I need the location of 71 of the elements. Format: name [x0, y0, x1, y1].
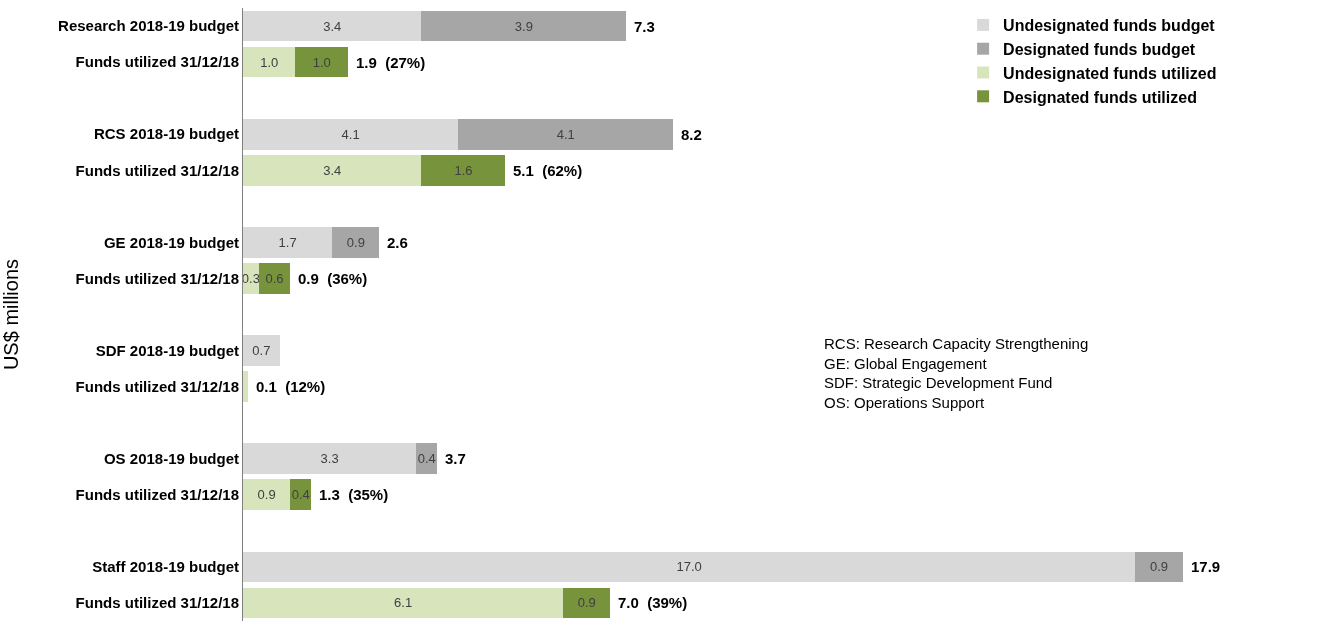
total-label: 17.9 [1191, 558, 1221, 575]
data-label: 0.9 [577, 595, 596, 611]
data-label: 1.0 [312, 54, 331, 70]
bar [243, 443, 417, 475]
data-label: 4.1 [556, 126, 575, 142]
legend-label: Undesignated funds utilized [1003, 64, 1217, 82]
data-label: 3.9 [514, 18, 533, 34]
data-label: 0.6 [265, 270, 284, 286]
bar [295, 46, 348, 78]
bar [243, 371, 249, 402]
data-label: 0.7 [252, 343, 271, 359]
data-label: 3.4 [323, 18, 342, 34]
data-label: 17.0 [676, 559, 702, 575]
bar [243, 118, 459, 150]
y-tick-label: Funds utilized 31/12/18 [75, 377, 239, 395]
data-label: 3.3 [320, 451, 339, 467]
bar [243, 154, 422, 186]
total-label: 0.1 (12%) [256, 378, 326, 395]
y-tick-label: Funds utilized 31/12/18 [75, 594, 239, 612]
data-label: 1.6 [454, 162, 473, 178]
data-label: 6.1 [394, 595, 413, 611]
bar [243, 46, 296, 78]
y-tick-label: Funds utilized 31/12/18 [75, 53, 239, 71]
total-label: 7.0 (39%) [618, 594, 688, 611]
annotation: OS: Operations Support [824, 393, 985, 411]
total-label: 5.1 (62%) [513, 162, 583, 179]
data-label: 4.1 [341, 126, 360, 142]
data-label: 0.4 [417, 451, 436, 467]
bar [243, 227, 333, 258]
y-tick-label: Staff 2018-19 budget [92, 558, 239, 576]
bar [243, 587, 564, 619]
bar [421, 10, 627, 42]
annotation: SDF: Strategic Development Fund [824, 374, 1053, 391]
data-label: 1.7 [278, 234, 297, 250]
total-label: 1.9 (27%) [356, 54, 426, 71]
y-tick-label: SDF 2018-19 budget [95, 341, 239, 359]
y-tick-label: Funds utilized 31/12/18 [75, 486, 239, 504]
data-label: 3.4 [323, 162, 342, 178]
data-label: 0.9 [1149, 559, 1168, 575]
y-tick-label: GE 2018-19 budget [103, 233, 239, 251]
bar [243, 335, 280, 366]
bar [563, 587, 611, 619]
total-label: 7.3 [634, 18, 655, 35]
legend-label: Designated funds utilized [1003, 88, 1197, 106]
total-label: 1.3 (35%) [319, 486, 389, 503]
total-label: 0.9 (36%) [298, 270, 368, 287]
legend-label: Undesignated funds budget [1003, 17, 1216, 35]
y-tick-label: OS 2018-19 budget [103, 449, 239, 467]
data-label: 1.0 [260, 54, 279, 70]
data-label: 0.9 [346, 234, 365, 250]
bar [332, 227, 380, 258]
y-tick-label: Funds utilized 31/12/18 [75, 161, 239, 179]
y-tick-label: Research 2018-19 budget [58, 17, 239, 35]
legend-label: Designated funds budget [1003, 40, 1196, 58]
bar [1135, 551, 1183, 583]
data-label: 0.9 [257, 487, 276, 503]
bar [243, 479, 291, 511]
bar [421, 154, 506, 186]
total-label: 2.6 [387, 234, 408, 251]
bar [258, 263, 291, 294]
y-tick-label: Funds utilized 31/12/18 [75, 269, 239, 287]
annotation: RCS: Research Capacity Strengthening [824, 335, 1089, 352]
y-axis-title: US$ millions [0, 258, 22, 371]
bar [243, 10, 422, 42]
y-tick-label: RCS 2018-19 budget [93, 125, 239, 143]
bar [243, 551, 1136, 583]
data-label: 0.4 [291, 487, 310, 503]
total-label: 8.2 [681, 126, 702, 143]
bar [458, 118, 674, 150]
total-label: 3.7 [445, 450, 466, 467]
annotation: GE: Global Engagement [824, 354, 988, 372]
